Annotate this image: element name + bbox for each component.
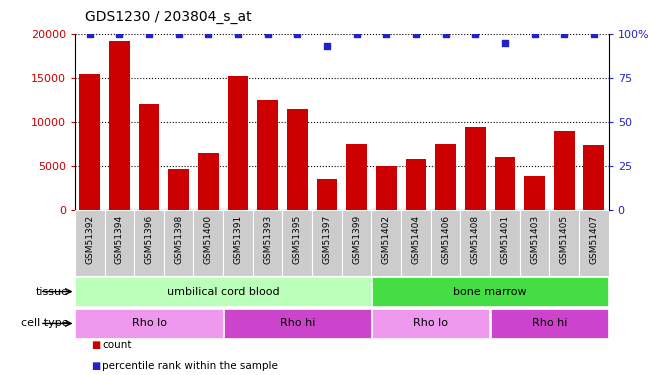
Bar <box>76 309 223 338</box>
Bar <box>316 179 337 210</box>
Point <box>500 40 510 46</box>
Text: Rho hi: Rho hi <box>532 318 567 328</box>
Point <box>440 31 450 37</box>
Bar <box>554 131 575 210</box>
Bar <box>406 159 426 210</box>
Point <box>470 31 480 37</box>
Bar <box>460 210 490 276</box>
Point <box>411 31 421 37</box>
Text: GSM51397: GSM51397 <box>322 215 331 264</box>
Text: GSM51408: GSM51408 <box>471 215 480 264</box>
Point <box>85 31 95 37</box>
Bar <box>79 74 100 210</box>
Point <box>589 31 599 37</box>
Bar <box>134 210 164 276</box>
Text: GSM51400: GSM51400 <box>204 215 213 264</box>
Text: Rho lo: Rho lo <box>413 318 449 328</box>
Bar <box>76 277 371 306</box>
Bar <box>75 210 105 276</box>
Bar <box>372 309 490 338</box>
Bar <box>376 166 396 210</box>
Bar <box>431 210 460 276</box>
Text: GSM51394: GSM51394 <box>115 215 124 264</box>
Text: GSM51405: GSM51405 <box>560 215 569 264</box>
Text: GSM51402: GSM51402 <box>381 215 391 264</box>
Text: GSM51407: GSM51407 <box>589 215 598 264</box>
Bar <box>401 210 431 276</box>
Bar <box>164 210 193 276</box>
Point <box>114 31 124 37</box>
Bar <box>198 153 219 210</box>
Bar <box>436 144 456 210</box>
Bar <box>168 169 189 210</box>
Bar <box>223 210 253 276</box>
Text: GSM51401: GSM51401 <box>501 215 509 264</box>
Point <box>322 43 332 49</box>
Bar <box>579 210 609 276</box>
Point <box>292 31 303 37</box>
Bar <box>549 210 579 276</box>
Bar <box>519 210 549 276</box>
Text: bone marrow: bone marrow <box>453 286 527 297</box>
Text: Rho lo: Rho lo <box>132 318 167 328</box>
Text: GSM51393: GSM51393 <box>263 215 272 264</box>
Text: GSM51396: GSM51396 <box>145 215 154 264</box>
Bar <box>312 210 342 276</box>
Text: Rho hi: Rho hi <box>279 318 315 328</box>
Bar <box>109 41 130 210</box>
Point <box>529 31 540 37</box>
Bar <box>105 210 134 276</box>
Bar <box>228 76 249 210</box>
Text: cell type: cell type <box>21 318 68 328</box>
Bar <box>583 145 604 210</box>
Bar <box>524 176 545 210</box>
Text: tissue: tissue <box>35 286 68 297</box>
Text: GDS1230 / 203804_s_at: GDS1230 / 203804_s_at <box>85 10 251 24</box>
Bar <box>490 210 519 276</box>
Bar <box>253 210 283 276</box>
Bar <box>372 277 608 306</box>
Bar <box>491 309 608 338</box>
Bar <box>465 127 486 210</box>
Bar <box>224 309 371 338</box>
Text: umbilical cord blood: umbilical cord blood <box>167 286 279 297</box>
Bar <box>342 210 372 276</box>
Bar <box>193 210 223 276</box>
Bar <box>139 104 159 210</box>
Text: ■: ■ <box>91 361 100 371</box>
Bar <box>287 109 308 210</box>
Text: GSM51399: GSM51399 <box>352 215 361 264</box>
Text: GSM51391: GSM51391 <box>234 215 242 264</box>
Bar <box>346 144 367 210</box>
Point <box>173 31 184 37</box>
Bar <box>372 210 401 276</box>
Text: GSM51406: GSM51406 <box>441 215 450 264</box>
Text: GSM51403: GSM51403 <box>530 215 539 264</box>
Text: GSM51392: GSM51392 <box>85 215 94 264</box>
Text: GSM51404: GSM51404 <box>411 215 421 264</box>
Point <box>233 31 243 37</box>
Bar <box>495 157 515 210</box>
Point <box>381 31 391 37</box>
Text: count: count <box>102 340 132 350</box>
Text: GSM51395: GSM51395 <box>293 215 302 264</box>
Text: ■: ■ <box>91 340 100 350</box>
Point <box>203 31 214 37</box>
Point <box>144 31 154 37</box>
Text: percentile rank within the sample: percentile rank within the sample <box>102 361 278 371</box>
Point <box>262 31 273 37</box>
Point <box>559 31 570 37</box>
Bar <box>283 210 312 276</box>
Point <box>352 31 362 37</box>
Bar <box>257 100 278 210</box>
Text: GSM51398: GSM51398 <box>174 215 183 264</box>
